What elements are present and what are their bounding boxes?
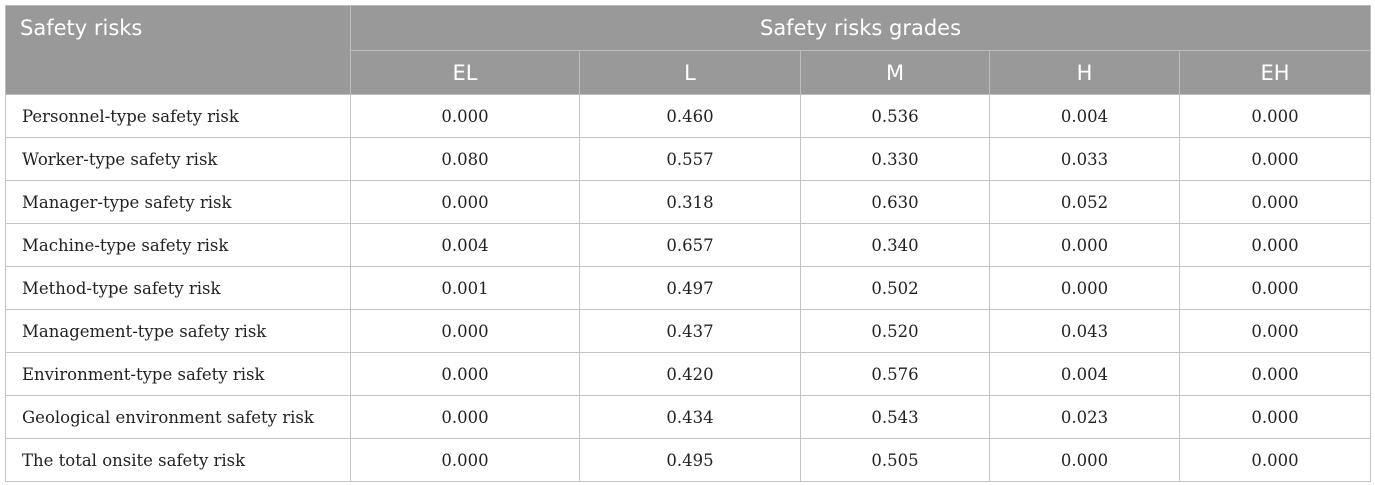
value-cell: 0.000 — [1178, 309, 1372, 353]
risk-name-cell: Manager-type safety risk — [5, 180, 351, 224]
value-cell: 0.497 — [579, 266, 801, 310]
table-body: Personnel-type safety risk 0.000 0.460 0… — [5, 94, 1372, 482]
value-cell: 0.001 — [350, 266, 580, 310]
safety-risk-grades-table: Safety risks Safety risks grades EL L M … — [5, 5, 1372, 482]
risk-name-cell: Geological environment safety risk — [5, 395, 351, 439]
value-cell: 0.543 — [800, 395, 990, 439]
value-cell: 0.657 — [579, 223, 801, 267]
value-cell: 0.495 — [579, 438, 801, 482]
value-cell: 0.052 — [989, 180, 1180, 224]
value-cell: 0.505 — [800, 438, 990, 482]
value-cell: 0.004 — [989, 94, 1180, 138]
value-cell: 0.000 — [1178, 94, 1372, 138]
value-cell: 0.000 — [350, 438, 580, 482]
value-cell: 0.000 — [350, 395, 580, 439]
value-cell: 0.340 — [800, 223, 990, 267]
value-cell: 0.000 — [1178, 223, 1372, 267]
value-cell: 0.557 — [579, 137, 801, 181]
header-grade-el: EL — [350, 50, 580, 95]
risk-name-cell: Personnel-type safety risk — [5, 94, 351, 138]
value-cell: 0.000 — [1178, 266, 1372, 310]
table-row: Method-type safety risk 0.001 0.497 0.50… — [5, 266, 1372, 310]
risk-name-cell: Environment-type safety risk — [5, 352, 351, 396]
header-grade-eh: EH — [1178, 50, 1372, 95]
value-cell: 0.000 — [350, 352, 580, 396]
value-cell: 0.004 — [989, 352, 1180, 396]
value-cell: 0.420 — [579, 352, 801, 396]
value-cell: 0.000 — [1178, 352, 1372, 396]
value-cell: 0.630 — [800, 180, 990, 224]
table-header: Safety risks Safety risks grades EL L M … — [5, 5, 1372, 95]
value-cell: 0.000 — [350, 94, 580, 138]
header-safety-risks-grades: Safety risks grades — [349, 5, 1372, 51]
table-row: Personnel-type safety risk 0.000 0.460 0… — [5, 94, 1372, 138]
value-cell: 0.000 — [1178, 180, 1372, 224]
risk-name-cell: Machine-type safety risk — [5, 223, 351, 267]
value-cell: 0.000 — [989, 266, 1180, 310]
table-row: The total onsite safety risk 0.000 0.495… — [5, 438, 1372, 482]
header-row-grades: EL L M H EH — [6, 50, 1372, 95]
table-row: Machine-type safety risk 0.004 0.657 0.3… — [5, 223, 1372, 267]
risk-name-cell: Method-type safety risk — [5, 266, 351, 310]
value-cell: 0.000 — [1178, 438, 1372, 482]
header-row-group: Safety risks Safety risks grades — [5, 5, 1372, 95]
value-cell: 0.318 — [579, 180, 801, 224]
risk-name-cell: Worker-type safety risk — [5, 137, 351, 181]
value-cell: 0.033 — [989, 137, 1180, 181]
value-cell: 0.520 — [800, 309, 990, 353]
value-cell: 0.536 — [800, 94, 990, 138]
value-cell: 0.043 — [989, 309, 1180, 353]
value-cell: 0.004 — [350, 223, 580, 267]
value-cell: 0.000 — [350, 180, 580, 224]
value-cell: 0.000 — [1178, 395, 1372, 439]
table-row: Environment-type safety risk 0.000 0.420… — [5, 352, 1372, 396]
value-cell: 0.000 — [350, 309, 580, 353]
header-grade-h: H — [989, 50, 1180, 95]
header-safety-risks: Safety risks — [5, 5, 351, 95]
table-row: Worker-type safety risk 0.080 0.557 0.33… — [5, 137, 1372, 181]
table-row: Geological environment safety risk 0.000… — [5, 395, 1372, 439]
value-cell: 0.080 — [350, 137, 580, 181]
value-cell: 0.000 — [989, 438, 1180, 482]
value-cell: 0.330 — [800, 137, 990, 181]
value-cell: 0.434 — [579, 395, 801, 439]
value-cell: 0.502 — [800, 266, 990, 310]
value-cell: 0.576 — [800, 352, 990, 396]
header-grade-m: M — [800, 50, 990, 95]
header-grade-l: L — [579, 50, 801, 95]
value-cell: 0.437 — [579, 309, 801, 353]
risk-name-cell: Management-type safety risk — [5, 309, 351, 353]
risk-name-cell: The total onsite safety risk — [5, 438, 351, 482]
value-cell: 0.000 — [989, 223, 1180, 267]
value-cell: 0.023 — [989, 395, 1180, 439]
value-cell: 0.460 — [579, 94, 801, 138]
value-cell: 0.000 — [1178, 137, 1372, 181]
table-row: Management-type safety risk 0.000 0.437 … — [5, 309, 1372, 353]
table-row: Manager-type safety risk 0.000 0.318 0.6… — [5, 180, 1372, 224]
